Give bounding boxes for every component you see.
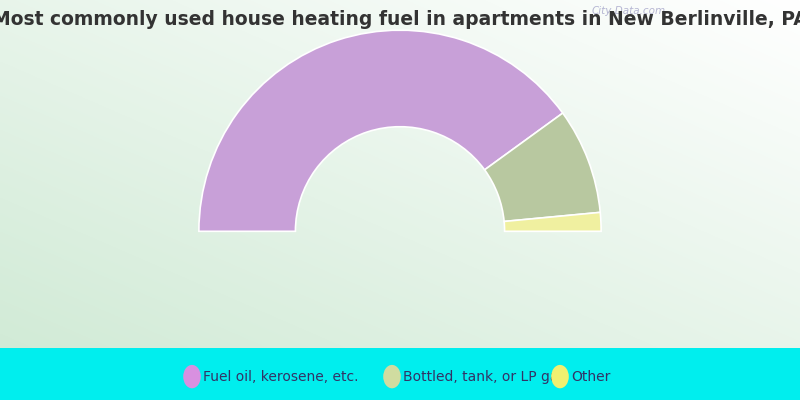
Text: Most commonly used house heating fuel in apartments in New Berlinville, PA: Most commonly used house heating fuel in…	[0, 10, 800, 29]
Text: Bottled, tank, or LP gas: Bottled, tank, or LP gas	[403, 370, 566, 384]
Text: Other: Other	[571, 370, 610, 384]
Text: City-Data.com: City-Data.com	[591, 6, 666, 16]
Ellipse shape	[183, 365, 201, 388]
Ellipse shape	[383, 365, 401, 388]
Text: Fuel oil, kerosene, etc.: Fuel oil, kerosene, etc.	[203, 370, 358, 384]
Wedge shape	[199, 30, 562, 231]
Wedge shape	[504, 212, 601, 231]
Wedge shape	[485, 113, 600, 222]
Ellipse shape	[551, 365, 569, 388]
